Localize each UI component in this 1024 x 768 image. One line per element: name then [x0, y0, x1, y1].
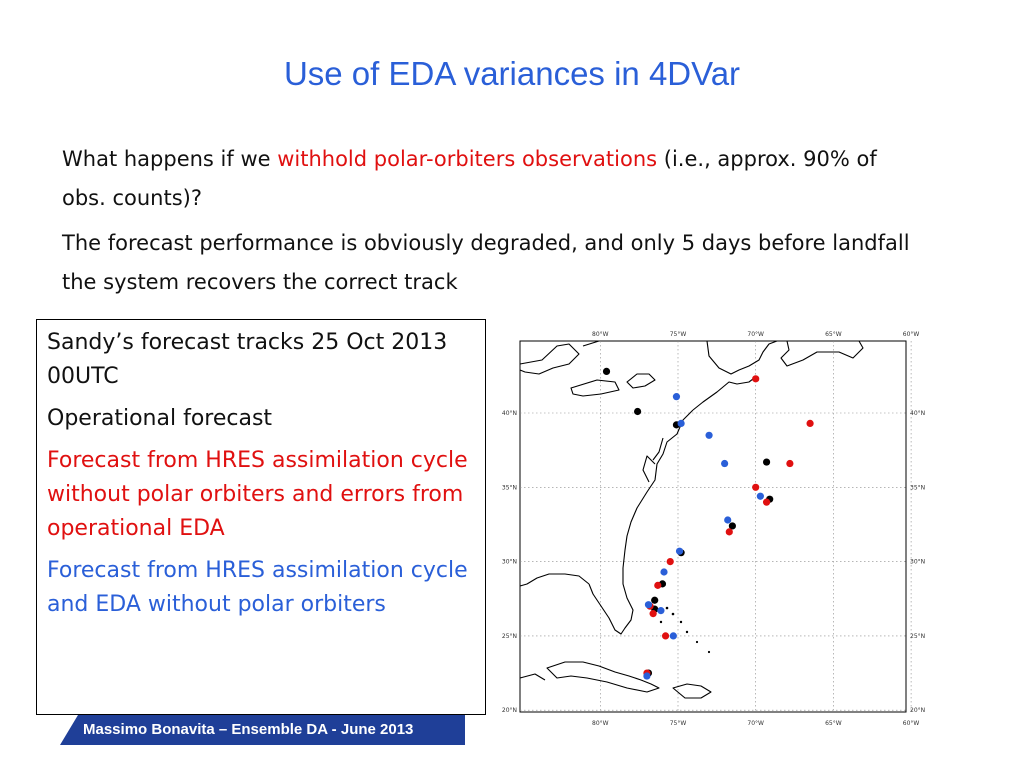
lon-label-bottom: 70°W	[747, 720, 764, 727]
track-point-blue	[677, 419, 685, 428]
track-point-blue	[721, 459, 729, 468]
track-point-red	[654, 581, 662, 589]
track-point-blue	[675, 547, 684, 555]
slide-title: Use of EDA variances in 4DVar	[283, 55, 741, 92]
question-end: (i.e., approx. 90% of obs. counts)?	[62, 147, 877, 210]
footer-bar	[60, 715, 465, 745]
slide-body: What happens if we withhold polar-orbite…	[62, 140, 922, 308]
track-point-operational	[633, 407, 642, 416]
lat-label-left: 40°N	[502, 410, 517, 417]
lat-label-left: 35°N	[502, 484, 517, 491]
track-point-blue	[756, 492, 764, 500]
track-point-blue	[724, 516, 732, 524]
lon-label-top: 70°W	[747, 331, 764, 338]
track-point-blue	[643, 672, 651, 680]
track-point-operational	[602, 367, 611, 375]
track-point-red	[786, 459, 794, 468]
lat-label-left: 20°N	[502, 707, 517, 714]
track-point-red	[752, 483, 760, 491]
track-point-operational	[762, 458, 771, 466]
track-point-red	[752, 375, 760, 383]
question-paragraph: What happens if we withhold polar-orbite…	[62, 140, 922, 218]
footer-text: Massimo Bonavita – Ensemble DA - June 20…	[83, 721, 414, 738]
question-start: What happens if we	[62, 147, 278, 171]
lat-label-left: 30°N	[502, 559, 517, 566]
track-point-red	[661, 632, 670, 640]
lon-label-top: 75°W	[670, 331, 687, 338]
track-point-red	[806, 419, 814, 428]
lon-label-bottom: 75°W	[670, 720, 687, 727]
lon-label-top: 80°W	[592, 331, 609, 338]
question-highlight: withhold polar-orbiters observations	[277, 147, 658, 171]
legend-operational: Operational forecast	[47, 406, 273, 431]
track-point-blue	[672, 393, 681, 401]
legend-blue-forecast: Forecast from HRES assimilation cycle an…	[47, 558, 468, 617]
lon-label-top: 65°W	[825, 331, 842, 338]
track-point-blue	[669, 632, 677, 640]
track-point-red	[762, 498, 771, 506]
lon-label-bottom: 65°W	[825, 720, 842, 727]
legend-red-forecast: Forecast from HRES assimilation cycle wi…	[47, 448, 468, 541]
track-point-blue	[644, 601, 653, 609]
lat-label-right: 30°N	[910, 559, 925, 566]
lat-label-right: 40°N	[910, 410, 925, 417]
track-point-operational	[728, 522, 736, 530]
lat-label-left: 25°N	[502, 633, 517, 640]
lon-label-bottom: 80°W	[592, 720, 609, 727]
lat-label-right: 25°N	[910, 633, 925, 640]
lon-label-top: 60°W	[903, 331, 920, 338]
track-point-operational	[651, 596, 659, 604]
track-map: 80°W 80°W 75°W 75°W 70°W 70°W 65°W 65°W 60°W 60°W…	[502, 331, 925, 727]
track-point-blue	[660, 568, 668, 576]
track-point-blue	[705, 431, 713, 439]
legend-heading: Sandy’s forecast tracks 25 Oct 2013 00UT…	[47, 330, 448, 389]
legend-box: Sandy’s forecast tracks 25 Oct 2013 00UT…	[36, 319, 486, 715]
track-point-red	[725, 528, 733, 536]
lat-label-right: 35°N	[910, 484, 925, 491]
answer-paragraph: The forecast performance is obviously de…	[62, 231, 910, 294]
lon-label-bottom: 60°W	[903, 720, 920, 727]
track-point-red	[666, 558, 674, 566]
track-point-blue	[657, 607, 665, 615]
track-point-red	[649, 610, 657, 618]
lat-label-right: 20°N	[910, 707, 925, 714]
